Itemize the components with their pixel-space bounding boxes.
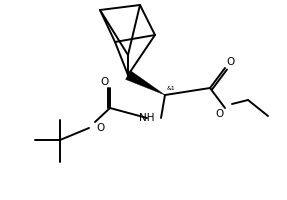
Text: O: O <box>226 57 234 67</box>
Text: &1: &1 <box>167 86 176 91</box>
Text: O: O <box>96 123 104 133</box>
Text: NH: NH <box>139 113 155 123</box>
Text: O: O <box>101 77 109 87</box>
Text: O: O <box>216 109 224 119</box>
Polygon shape <box>126 71 165 95</box>
